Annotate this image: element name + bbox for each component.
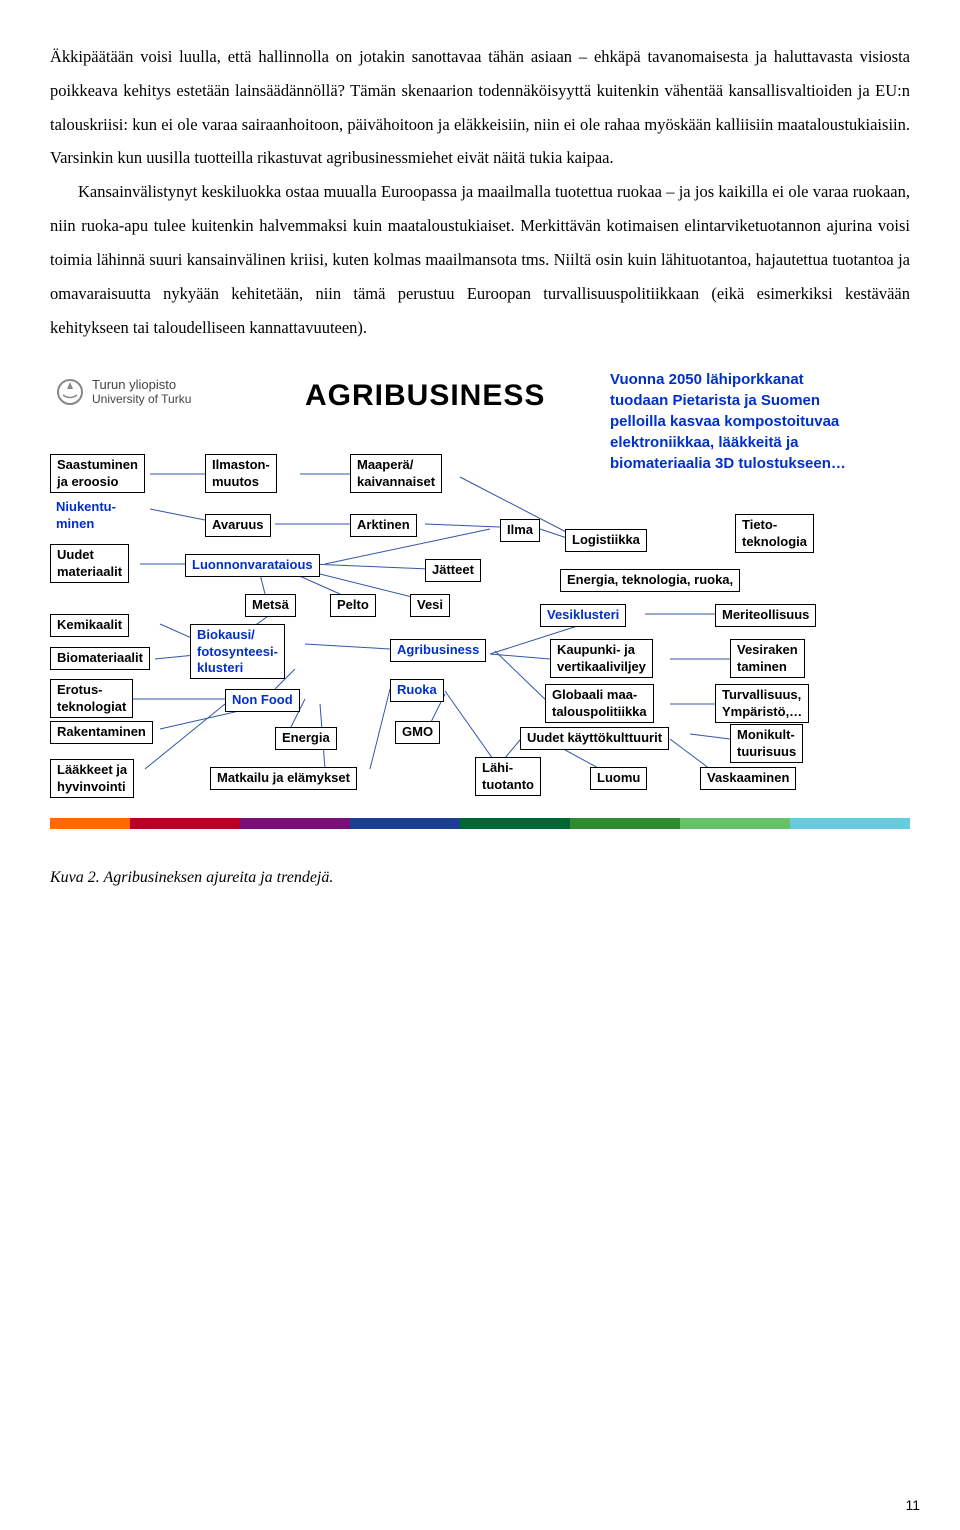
diagram-node: Uudet käyttökulttuurit (520, 727, 669, 749)
diagram-node: Pelto (330, 594, 376, 616)
color-bar-segment (50, 818, 130, 829)
diagram-node: Ilmaston- muutos (205, 454, 277, 493)
paragraph-1: Äkkipäätään voisi luulla, että hallinnol… (50, 40, 910, 175)
page-number: 11 (905, 1497, 920, 1513)
diagram-callout: Vuonna 2050 lähiporkkanat tuodaan Pietar… (610, 369, 850, 474)
diagram-node: Rakentaminen (50, 721, 153, 743)
diagram-node: Jätteet (425, 559, 481, 581)
color-bar-segment (790, 818, 910, 829)
diagram-node: Turvallisuus, Ympäristö,… (715, 684, 809, 723)
diagram-node: Energia (275, 727, 337, 749)
diagram-node: Vaskaaminen (700, 767, 796, 789)
diagram-node: Vesi (410, 594, 450, 616)
diagram-node: Ruoka (390, 679, 444, 701)
university-logo-text: Turun yliopisto University of Turku (92, 377, 191, 406)
logo-line2: University of Turku (92, 392, 191, 406)
diagram-node: Ilma (500, 519, 540, 541)
diagram-node: Metsä (245, 594, 296, 616)
diagram-node: Biokausi/ fotosynteesi- klusteri (190, 624, 285, 679)
diagram-node: Monikult- tuurisuus (730, 724, 803, 763)
agribusiness-diagram: Turun yliopisto University of Turku AGRI… (50, 369, 910, 829)
diagram-node: Uudet materiaalit (50, 544, 129, 583)
diagram-node: Lääkkeet ja hyvinvointi (50, 759, 134, 798)
paragraph-2: Kansainvälistynyt keskiluokka ostaa muua… (50, 175, 910, 344)
diagram-node: Vesiraken taminen (730, 639, 805, 678)
logo-line1: Turun yliopisto (92, 377, 191, 392)
diagram-node: GMO (395, 721, 440, 743)
diagram-node: Logistiikka (565, 529, 647, 551)
diagram-node: Saastuminen ja eroosio (50, 454, 145, 493)
diagram-node: Niukentu- minen (50, 497, 122, 534)
diagram-node: Maaperä/ kaivannaiset (350, 454, 442, 493)
diagram-node: Agribusiness (390, 639, 486, 661)
color-bar (50, 818, 910, 829)
diagram-node: Erotus- teknologiat (50, 679, 133, 718)
diagram-node: Tieto- teknologia (735, 514, 814, 553)
diagram-node: Avaruus (205, 514, 271, 536)
diagram-node: Kaupunki- ja vertikaaliviljey (550, 639, 653, 678)
color-bar-segment (460, 818, 570, 829)
diagram-node: Arktinen (350, 514, 417, 536)
diagram-node: Non Food (225, 689, 300, 711)
diagram-node: Matkailu ja elämykset (210, 767, 357, 789)
diagram-node: Luomu (590, 767, 647, 789)
diagram-node: Kemikaalit (50, 614, 129, 636)
color-bar-segment (570, 818, 680, 829)
color-bar-segment (350, 818, 460, 829)
diagram-node: Meriteollisuus (715, 604, 816, 626)
color-bar-segment (240, 818, 350, 829)
color-bar-segment (680, 818, 790, 829)
diagram-title: AGRIBUSINESS (305, 379, 545, 413)
diagram-node: Lähi- tuotanto (475, 757, 541, 796)
diagram-node: Luonnonvarataious (185, 554, 320, 576)
color-bar-segment (130, 818, 240, 829)
diagram-node: Energia, teknologia, ruoka, (560, 569, 740, 591)
body-text: Äkkipäätään voisi luulla, että hallinnol… (50, 40, 910, 344)
figure-caption: Kuva 2. Agribusineksen ajureita ja trend… (50, 869, 910, 887)
university-logo-icon (55, 377, 85, 407)
diagram-node: Biomateriaalit (50, 647, 150, 669)
diagram-node: Globaali maa- talouspolitiikka (545, 684, 654, 723)
diagram-node: Vesiklusteri (540, 604, 626, 626)
